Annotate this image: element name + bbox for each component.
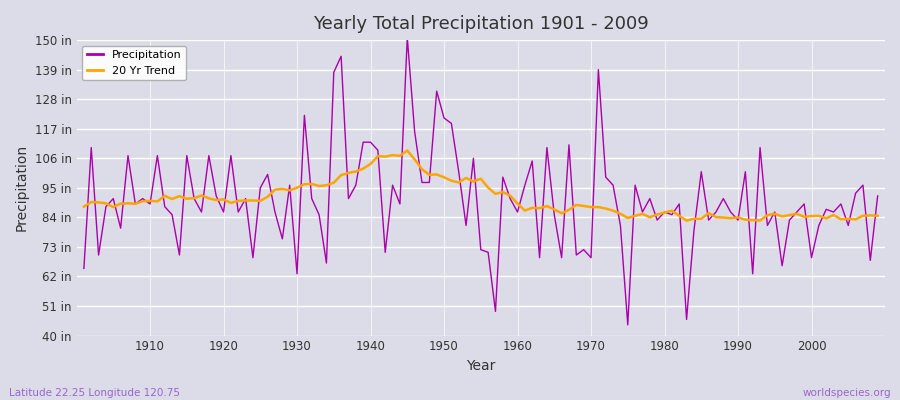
- Text: Latitude 22.25 Longitude 120.75: Latitude 22.25 Longitude 120.75: [9, 388, 180, 398]
- Text: worldspecies.org: worldspecies.org: [803, 388, 891, 398]
- X-axis label: Year: Year: [466, 359, 496, 373]
- Title: Yearly Total Precipitation 1901 - 2009: Yearly Total Precipitation 1901 - 2009: [313, 15, 649, 33]
- Legend: Precipitation, 20 Yr Trend: Precipitation, 20 Yr Trend: [82, 46, 186, 80]
- Y-axis label: Precipitation: Precipitation: [15, 144, 29, 232]
